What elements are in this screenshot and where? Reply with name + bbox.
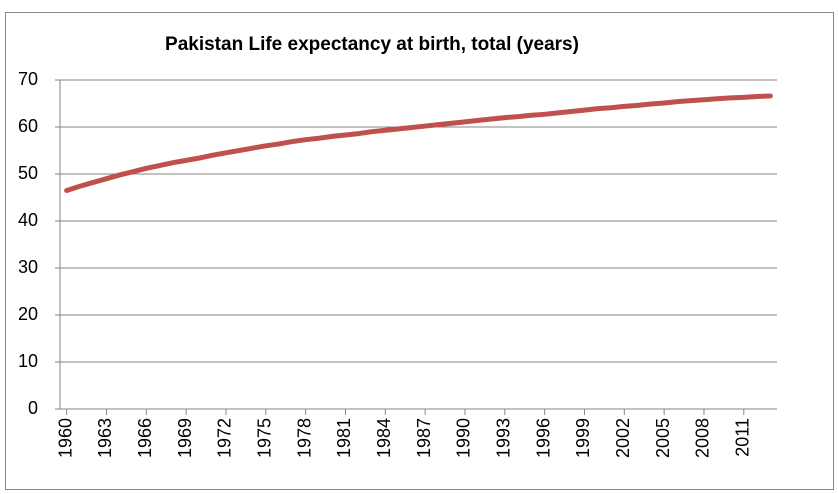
x-tick-label: 1960 (55, 418, 75, 458)
x-tick-label: 2008 (693, 418, 713, 458)
y-tick-label: 10 (18, 351, 38, 371)
x-tick-label: 1999 (573, 418, 593, 458)
y-tick-label: 30 (18, 257, 38, 277)
x-tick-label: 1981 (334, 418, 354, 458)
x-tick-label: 1993 (494, 418, 514, 458)
x-tick-label: 2002 (613, 418, 633, 458)
y-tick-label: 70 (18, 69, 38, 89)
x-tick-label: 1978 (294, 418, 314, 458)
x-tick-label: 1996 (533, 418, 553, 458)
x-tick-label: 2011 (733, 418, 753, 457)
y-tick-label: 20 (18, 304, 38, 324)
chart-title: Pakistan Life expectancy at birth, total… (165, 34, 579, 55)
x-tick-label: 2005 (653, 418, 673, 458)
x-tick-label: 1963 (95, 418, 115, 458)
data-line (64, 93, 773, 193)
x-tick-label: 1987 (414, 418, 434, 458)
x-tick-label: 1966 (135, 418, 155, 458)
y-tick-label: 50 (18, 163, 38, 183)
chart-frame (5, 12, 834, 490)
y-tick-label: 40 (18, 210, 38, 230)
x-tick-label: 1984 (374, 418, 394, 458)
x-tick-label: 1990 (454, 418, 474, 458)
x-tick-label: 1975 (255, 418, 275, 458)
x-tick-label: 1969 (175, 418, 195, 458)
x-tick-label: 1972 (215, 418, 235, 458)
y-tick-label: 60 (18, 116, 38, 136)
y-tick-label: 0 (28, 398, 38, 418)
